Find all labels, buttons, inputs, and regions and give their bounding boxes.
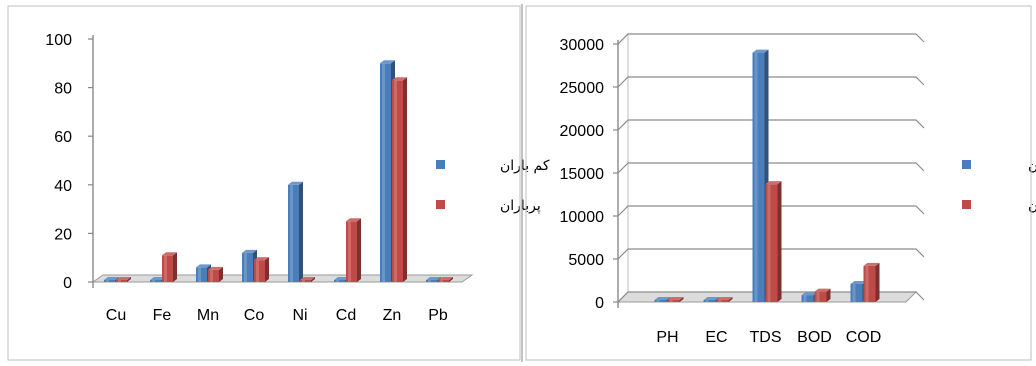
y-tick-label: 30000 [560,37,605,54]
legend-label-series-1: کم باران [500,158,550,174]
bar-EC-series-2 [716,297,733,302]
gridline [617,119,925,131]
legend-swatch-series-1 [962,160,971,169]
x-tick-label: Mn [197,307,219,324]
legend-label-series-2: پرباران [1028,198,1036,214]
panel-frame-left [7,5,521,361]
x-tick-label: Pb [428,307,448,324]
bar-PH-series-2 [667,297,684,302]
legend-swatch-series-1 [436,160,445,169]
x-tick-label: Cu [106,307,126,324]
x-tick-label: Zn [383,307,402,324]
gridline [617,33,925,45]
y-tick-label: 20 [54,226,72,243]
bar-TDS-series-2 [765,181,782,302]
x-tick-label: Co [244,307,265,324]
y-tick-label: 0 [595,295,604,312]
chart-floor [91,274,474,283]
chart-panel-water-quality: 0 5000 10000 15000 20000 25000 30000 PH EC TDS BOD… [560,32,1036,346]
y-tick-label: 40 [54,178,72,195]
legend-swatch-series-2 [962,200,971,209]
panel-frame-right [525,5,1032,361]
bar-Pb-series-2 [438,277,453,282]
y-tick-label: 60 [54,129,72,146]
x-tick-label: TDS [750,329,782,346]
x-tick-label: PH [656,329,678,346]
x-tick-label: Cd [336,307,356,324]
legend-label-series-1: کم باران [1028,158,1036,174]
bar-Zn-series-2 [392,77,407,282]
y-tick-label: 5000 [568,252,604,269]
bar-Fe-series-2 [162,252,177,282]
y-tick-label: 20000 [560,123,605,140]
y-tick-label: 10000 [560,209,605,226]
y-tick-label: 0 [63,275,72,292]
y-tick-label: 80 [54,81,72,98]
bar-COD-series-2 [863,262,880,302]
bar-Mn-series-2 [208,266,223,282]
y-tick-label: 15000 [560,166,605,183]
gridline [617,162,925,174]
legend-swatch-series-2 [436,200,445,209]
x-tick-label: Ni [292,307,307,324]
gridline [617,76,925,88]
y-tick-label: 100 [45,32,72,49]
bar-Ni-series-2 [300,277,315,282]
bar-Co-series-2 [254,257,269,282]
bar-Ni-series-1 [288,181,303,282]
x-tick-label: Fe [153,307,172,324]
bar-BOD-series-2 [814,288,831,302]
bar-Cd-series-2 [346,218,361,282]
y-tick-label: 25000 [560,80,605,97]
x-tick-label: BOD [797,329,832,346]
x-tick-label: EC [705,329,727,346]
bar-Cu-series-2 [116,277,131,282]
x-tick-label: COD [846,329,882,346]
